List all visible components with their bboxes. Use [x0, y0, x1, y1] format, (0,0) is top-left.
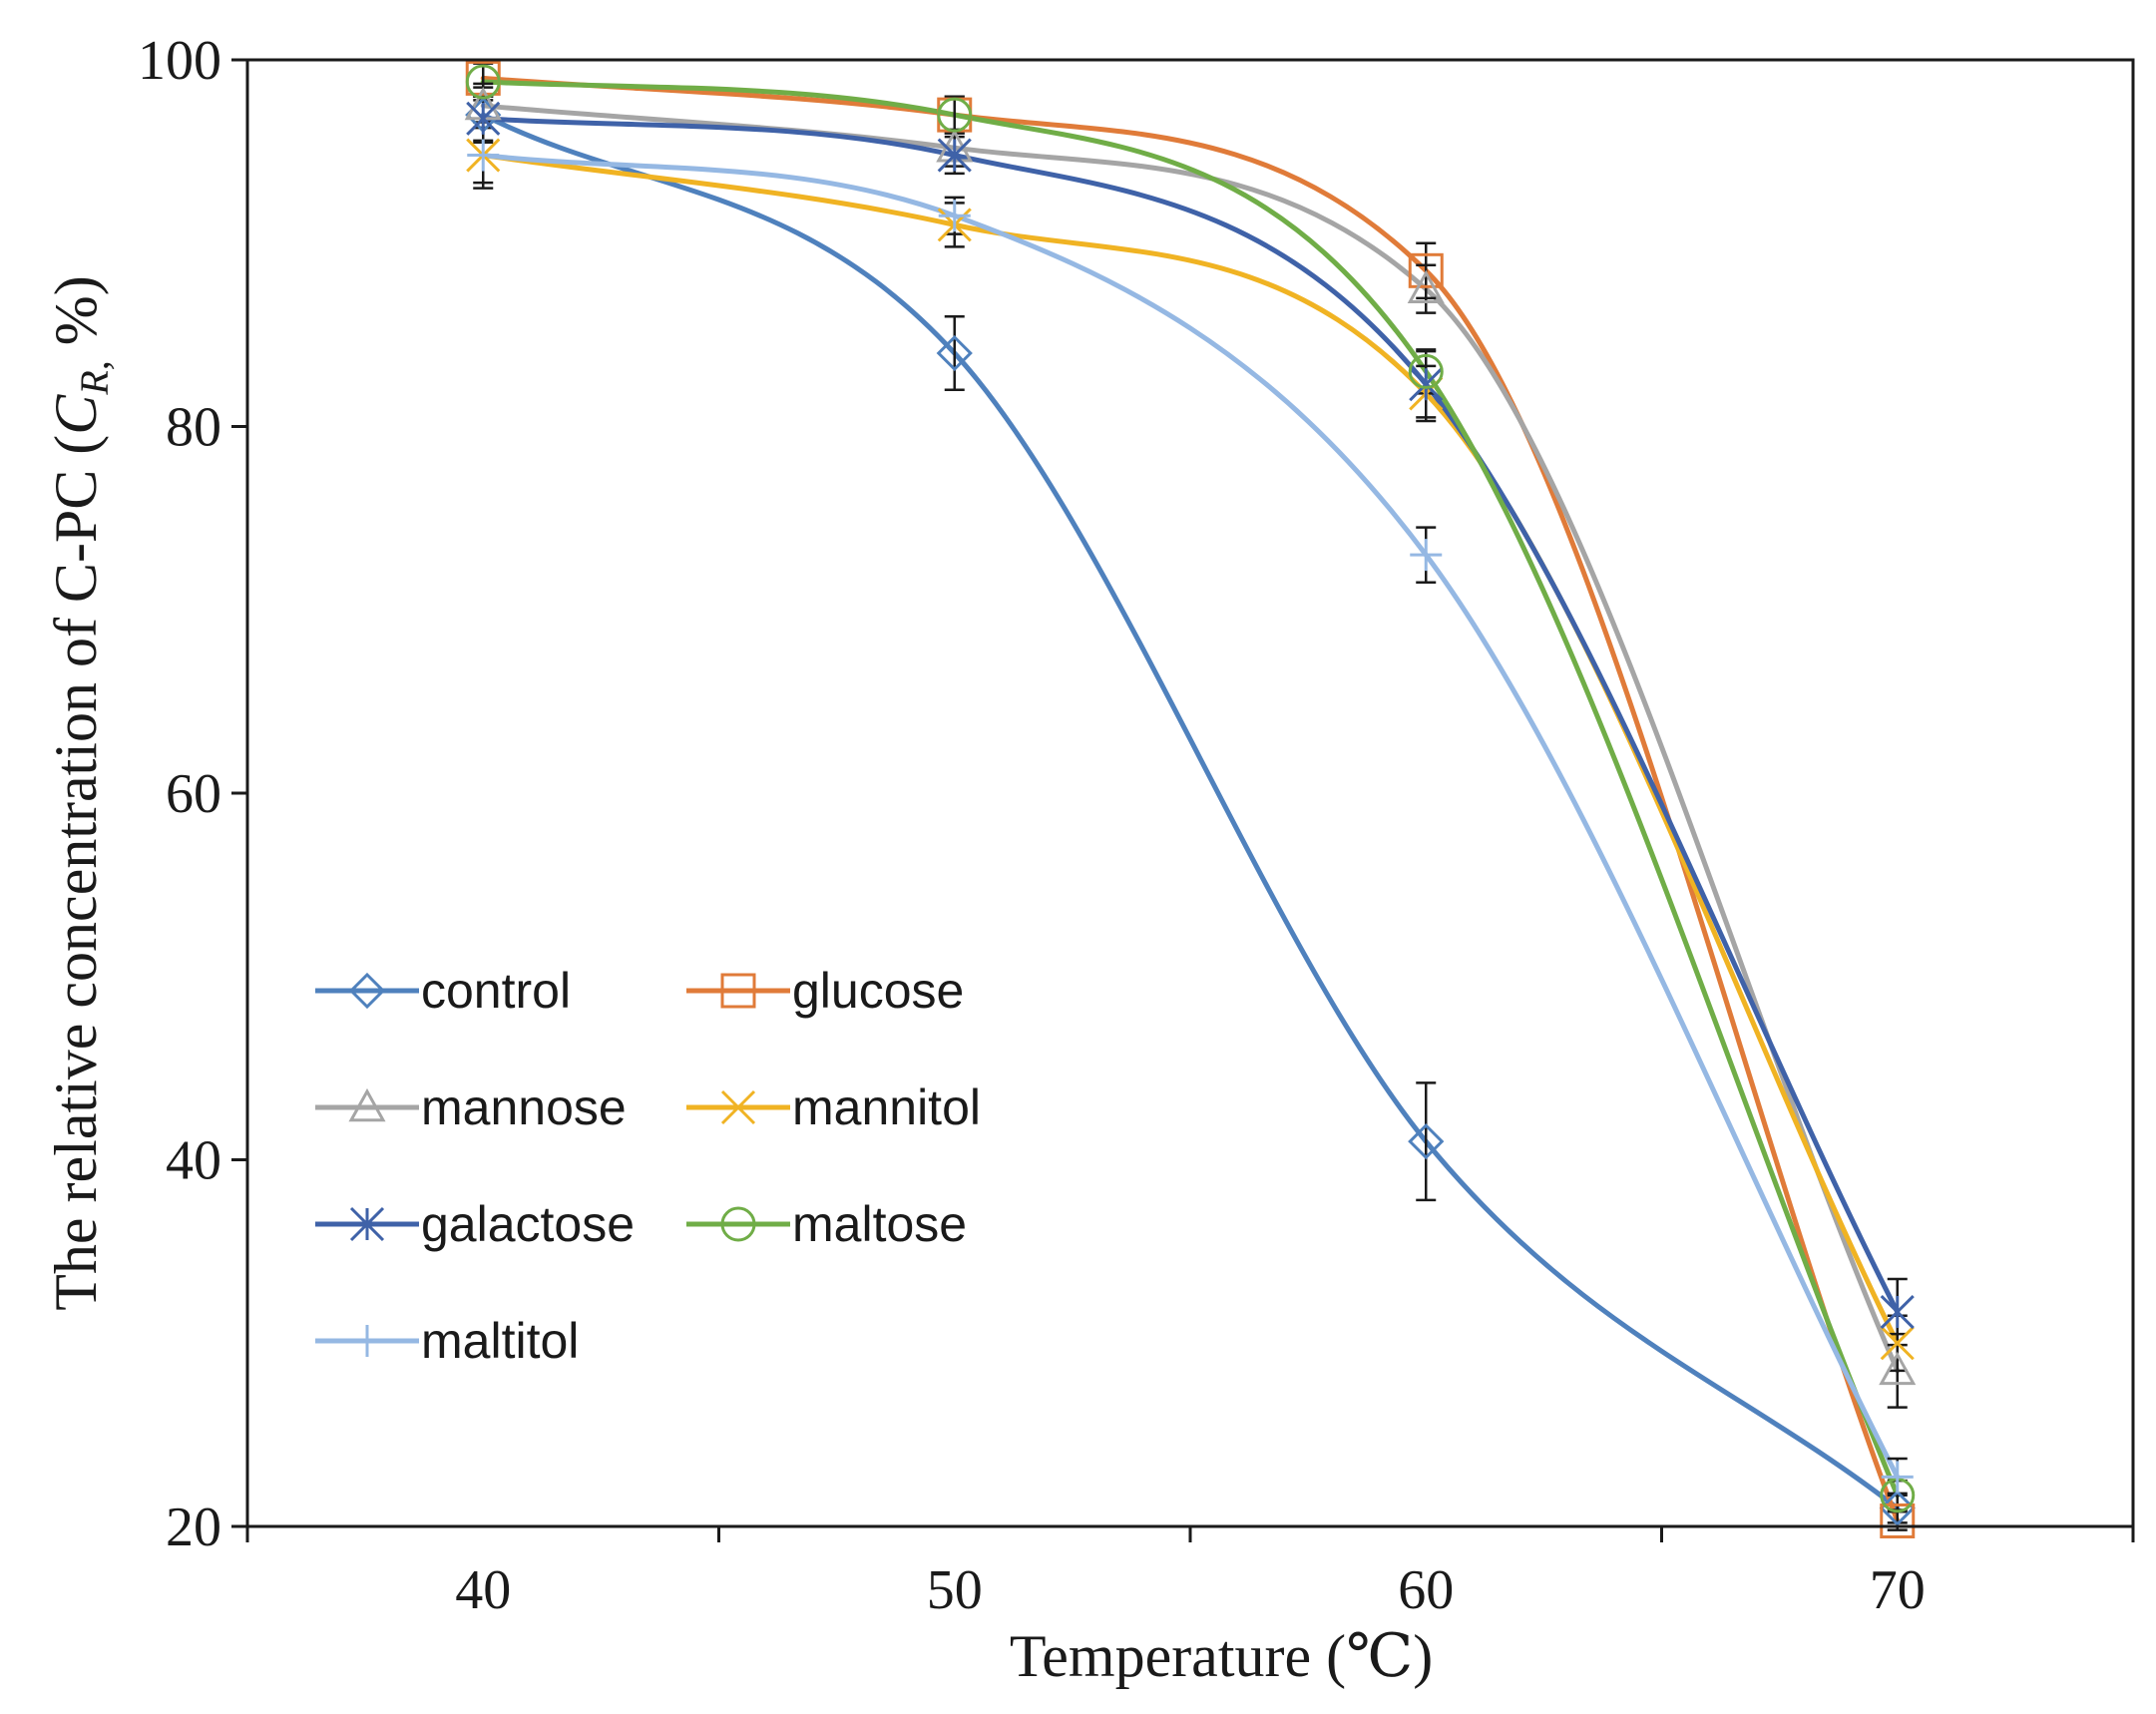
- diamond-marker-shape: [936, 334, 973, 372]
- data-point-maltose: [465, 64, 501, 100]
- data-point-mannitol: [1880, 1326, 1915, 1361]
- legend-label: mannitol: [792, 1079, 981, 1135]
- legend-swatch-marker: [720, 1206, 756, 1242]
- legend-item-mannose: mannose: [315, 1079, 627, 1135]
- x-tick-label: 70: [1870, 1559, 1926, 1621]
- legend-label: control: [421, 963, 571, 1019]
- legend-item-maltose: maltose: [686, 1196, 967, 1252]
- legend-item-control: control: [315, 963, 571, 1019]
- legend-label: galactose: [421, 1196, 635, 1252]
- legend-label: maltose: [792, 1196, 967, 1252]
- diamond-marker-shape: [348, 972, 386, 1010]
- x-tick-label: 40: [455, 1559, 511, 1621]
- circle-marker-shape: [465, 64, 501, 100]
- data-point-maltose: [937, 97, 973, 133]
- series-line-mannitol: [480, 153, 1901, 1346]
- diamond-marker-shape: [1879, 1490, 1916, 1526]
- legend-swatch-marker: [720, 1089, 756, 1125]
- x-marker-stroke: [720, 1089, 756, 1125]
- y-axis-title-prefix: The relative concentration of C-PC (: [43, 435, 109, 1311]
- ticks-layer: 20 40 60 80 100 40 50 60 70: [138, 30, 2135, 1621]
- series-line-galactose: [480, 116, 1901, 1315]
- data-point-glucose: [1880, 1502, 1916, 1538]
- legend-swatch-marker: [351, 1325, 383, 1357]
- data-point-mannose: [1407, 269, 1445, 303]
- triangle-marker-shape: [1879, 1351, 1917, 1386]
- legend-swatch-marker: [349, 1206, 385, 1242]
- legend-item-mannitol: mannitol: [686, 1079, 981, 1135]
- triangle-marker-shape: [348, 1087, 386, 1122]
- data-point-galactose: [937, 138, 972, 173]
- y-tick-label: 20: [166, 1497, 221, 1558]
- y-tick-label: 100: [138, 30, 221, 92]
- legend-label: maltitol: [421, 1313, 579, 1369]
- data-point-glucose: [1408, 252, 1444, 288]
- circle-marker-shape: [720, 1206, 756, 1242]
- data-point-galactose: [1409, 367, 1444, 402]
- triangle-marker-shape: [1407, 269, 1445, 303]
- data-point-galactose: [1880, 1294, 1915, 1330]
- data-point-maltitol: [938, 200, 971, 232]
- legend-label: glucose: [792, 963, 964, 1019]
- data-point-control: [1879, 1490, 1916, 1526]
- legend-swatch-marker: [348, 1087, 386, 1122]
- series-line-maltitol: [480, 153, 1901, 1480]
- error-bar-control: [944, 315, 965, 391]
- legend-swatch-marker: [348, 972, 386, 1010]
- y-axis-title-suffix: %): [43, 275, 109, 360]
- circle-marker-shape: [937, 97, 973, 133]
- legend-swatch-marker: [720, 973, 756, 1009]
- square-marker-shape: [1880, 1502, 1916, 1538]
- series-line-maltose: [480, 79, 1901, 1499]
- x-tick-label: 50: [927, 1559, 983, 1621]
- y-axis-title: The relative concentration of C-PC (CR, …: [43, 275, 117, 1310]
- series-line-glucose: [480, 75, 1901, 1523]
- circle-marker-shape: [1408, 353, 1444, 389]
- data-point-maltose: [1408, 353, 1444, 389]
- data-point-mannose: [1879, 1351, 1917, 1386]
- legend-item-galactose: galactose: [315, 1196, 635, 1252]
- diamond-marker-shape: [1408, 1123, 1445, 1160]
- legend: control glucose mannose mannitol galactose ma…: [315, 963, 981, 1369]
- data-point-galactose: [466, 101, 501, 136]
- x-marker-stroke: [1880, 1326, 1915, 1361]
- square-marker-shape: [720, 973, 756, 1009]
- plot-area-frame: [245, 58, 2135, 1528]
- y-axis-title-italic: C: [43, 394, 109, 435]
- y-axis-title-subscript: R,: [72, 360, 117, 395]
- y-tick-label: 40: [166, 1130, 221, 1192]
- series-line-control: [480, 112, 1901, 1511]
- data-point-control: [936, 334, 973, 372]
- data-point-maltitol: [1881, 1461, 1914, 1494]
- plot-layer: [464, 58, 1917, 1538]
- square-marker-shape: [1408, 252, 1444, 288]
- data-point-maltitol: [467, 139, 500, 172]
- legend-label: mannose: [421, 1079, 627, 1135]
- x-tick-label: 60: [1398, 1559, 1454, 1621]
- x-axis-title: Temperature (℃): [1010, 1623, 1433, 1689]
- y-tick-label: 60: [166, 763, 221, 825]
- data-point-maltitol: [1410, 539, 1443, 572]
- error-bar-control: [1416, 1081, 1437, 1202]
- legend-item-maltitol: maltitol: [315, 1313, 579, 1369]
- legend-item-glucose: glucose: [686, 963, 964, 1019]
- y-tick-label: 80: [166, 397, 221, 459]
- data-point-control: [1408, 1123, 1445, 1160]
